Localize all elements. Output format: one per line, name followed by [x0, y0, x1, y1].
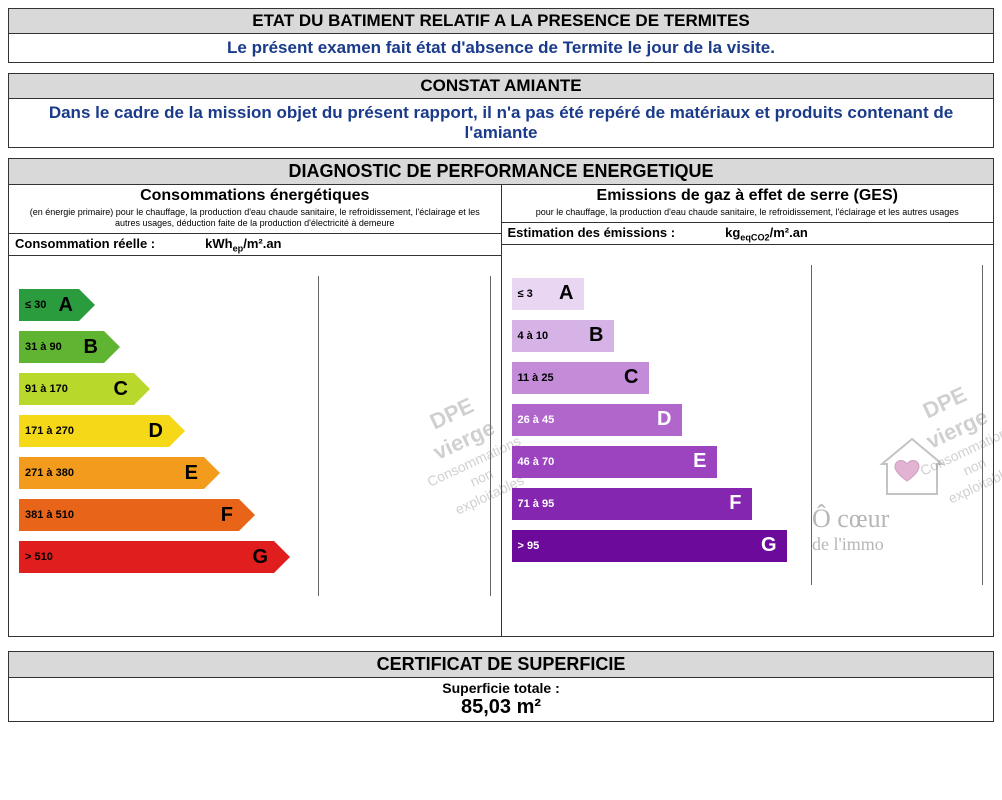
ges-bar-label: > 95	[518, 540, 540, 552]
ges-bar-G: > 95 G	[512, 530, 787, 562]
ges-bar-E: 46 à 70 E	[512, 446, 717, 478]
energy-bar-label: > 510	[25, 551, 53, 563]
energy-bar-E: 271 à 380 E	[19, 457, 204, 489]
energy-bar-label: 171 à 270	[25, 425, 74, 437]
ges-bar-letter: G	[761, 534, 777, 557]
energy-bar-row: > 510 G	[19, 538, 318, 576]
energy-bar-label: 271 à 380	[25, 467, 74, 479]
ges-title: Emissions de gaz à effet de serre (GES)	[502, 185, 994, 207]
ges-bar-row: 46 à 70 E	[512, 443, 811, 481]
ges-chart: ≤ 3 A 4 à 10 B 11 à 25 C 26 à 45 D 46 à 70 E 71 à …	[502, 245, 994, 625]
logo-overlay: Ô cœur de l'immo	[812, 429, 952, 555]
ges-annotation-col: DPE vierge Consommations non exploitable…	[812, 265, 984, 585]
ges-bar-row: 26 à 45 D	[512, 401, 811, 439]
ges-bar-label: 71 à 95	[518, 498, 555, 510]
ges-bar-B: 4 à 10 B	[512, 320, 614, 352]
ges-bar-letter: C	[624, 366, 638, 389]
energy-bar-letter: D	[149, 420, 163, 443]
energy-bar-row: ≤ 30 A	[19, 286, 318, 324]
amiante-section: CONSTAT AMIANTE Dans le cadre de la miss…	[8, 73, 994, 148]
ges-metric: Estimation des émissions : kgeqCO2/m².an	[502, 222, 994, 246]
ges-metric-unit: kgeqCO2/m².an	[725, 225, 808, 243]
energy-bar-row: 381 à 510 F	[19, 496, 318, 534]
ges-bar-row: 71 à 95 F	[512, 485, 811, 523]
energy-bar-G: > 510 G	[19, 541, 274, 573]
energy-metric-label: Consommation réelle :	[15, 236, 155, 254]
certificat-label: Superficie totale :	[11, 680, 991, 696]
ges-bar-label: 46 à 70	[518, 456, 555, 468]
ges-bar-letter: E	[693, 450, 706, 473]
ges-bar-C: 11 à 25 C	[512, 362, 649, 394]
energy-bar-letter: G	[252, 546, 268, 569]
ges-bar-row: 11 à 25 C	[512, 359, 811, 397]
energy-metric-unit: kWhep/m².an	[205, 236, 281, 254]
energy-bar-row: 91 à 170 C	[19, 370, 318, 408]
ges-bar-row: 4 à 10 B	[512, 317, 811, 355]
energy-bar-F: 381 à 510 F	[19, 499, 239, 531]
energy-bar-label: 91 à 170	[25, 383, 68, 395]
energy-bar-letter: B	[84, 336, 98, 359]
energy-bar-letter: C	[114, 378, 128, 401]
ges-bar-label: 26 à 45	[518, 414, 555, 426]
termites-body: Le présent examen fait état d'absence de…	[9, 34, 993, 62]
ges-bar-label: ≤ 3	[518, 288, 533, 300]
energy-title: Consommations énergétiques	[9, 185, 501, 207]
ges-bar-row: ≤ 3 A	[512, 275, 811, 313]
energy-bar-row: 271 à 380 E	[19, 454, 318, 492]
dpe-section: DIAGNOSTIC DE PERFORMANCE ENERGETIQUE Co…	[8, 158, 994, 637]
energy-bar-letter: F	[221, 504, 233, 527]
energy-annotation-col: DPE vierge Consommations non exploitable…	[319, 276, 491, 596]
energy-column: Consommations énergétiques (en énergie p…	[9, 185, 502, 636]
certificat-section: CERTIFICAT DE SUPERFICIE Superficie tota…	[8, 651, 994, 722]
energy-subtitle: (en énergie primaire) pour le chauffage,…	[9, 207, 501, 233]
ges-bar-row: > 95 G	[512, 527, 811, 565]
energy-bar-label: 31 à 90	[25, 341, 62, 353]
energy-bars: ≤ 30 A 31 à 90 B 91 à 170 C 171 à 270 D 271 à 38…	[19, 276, 319, 596]
energy-bar-letter: A	[59, 294, 73, 317]
energy-bar-letter: E	[185, 462, 198, 485]
ges-bar-A: ≤ 3 A	[512, 278, 584, 310]
certificat-body: Superficie totale : 85,03 m²	[9, 678, 993, 721]
ges-bar-label: 4 à 10	[518, 330, 549, 342]
ges-subtitle: pour le chauffage, la production d'eau c…	[502, 207, 994, 222]
certificat-value: 85,03 m²	[11, 696, 991, 719]
ges-bar-letter: F	[729, 492, 741, 515]
termites-title: ETAT DU BATIMENT RELATIF A LA PRESENCE D…	[9, 9, 993, 34]
energy-bar-A: ≤ 30 A	[19, 289, 79, 321]
amiante-title: CONSTAT AMIANTE	[9, 74, 993, 99]
energy-bar-row: 31 à 90 B	[19, 328, 318, 366]
energy-bar-label: 381 à 510	[25, 509, 74, 521]
termites-section: ETAT DU BATIMENT RELATIF A LA PRESENCE D…	[8, 8, 994, 63]
energy-bar-D: 171 à 270 D	[19, 415, 169, 447]
energy-metric: Consommation réelle : kWhep/m².an	[9, 233, 501, 257]
energy-bar-C: 91 à 170 C	[19, 373, 134, 405]
dpe-title: DIAGNOSTIC DE PERFORMANCE ENERGETIQUE	[9, 159, 993, 185]
ges-bars: ≤ 3 A 4 à 10 B 11 à 25 C 26 à 45 D 46 à 70 E 71 à …	[512, 265, 812, 585]
certificat-title: CERTIFICAT DE SUPERFICIE	[9, 652, 993, 678]
ges-bar-D: 26 à 45 D	[512, 404, 682, 436]
ges-column: Emissions de gaz à effet de serre (GES) …	[502, 185, 994, 636]
ges-bar-letter: B	[589, 324, 603, 347]
energy-bar-label: ≤ 30	[25, 299, 46, 311]
ges-bar-label: 11 à 25	[518, 372, 554, 384]
ges-bar-letter: D	[657, 408, 671, 431]
ges-bar-letter: A	[559, 282, 573, 305]
ges-bar-F: 71 à 95 F	[512, 488, 752, 520]
energy-bar-B: 31 à 90 B	[19, 331, 104, 363]
energy-bar-row: 171 à 270 D	[19, 412, 318, 450]
energy-chart: ≤ 30 A 31 à 90 B 91 à 170 C 171 à 270 D 271 à 38…	[9, 256, 501, 636]
amiante-body: Dans le cadre de la mission objet du pré…	[9, 99, 993, 147]
ges-metric-label: Estimation des émissions :	[508, 225, 676, 243]
